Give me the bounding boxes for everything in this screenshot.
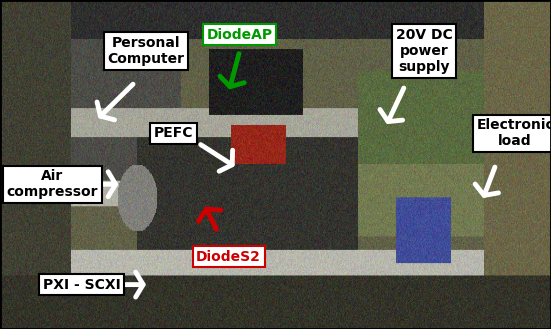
Text: Air
compressor: Air compressor bbox=[7, 169, 98, 199]
Text: PXI - SCXI: PXI - SCXI bbox=[42, 278, 121, 291]
Text: Personal
Computer: Personal Computer bbox=[107, 36, 185, 66]
Text: DiodeS2: DiodeS2 bbox=[196, 250, 261, 264]
Text: DiodeAP: DiodeAP bbox=[207, 28, 273, 41]
Text: 20V DC
power
supply: 20V DC power supply bbox=[396, 28, 452, 74]
Text: PEFC: PEFC bbox=[154, 126, 193, 140]
Text: Electronic
load: Electronic load bbox=[476, 118, 551, 148]
